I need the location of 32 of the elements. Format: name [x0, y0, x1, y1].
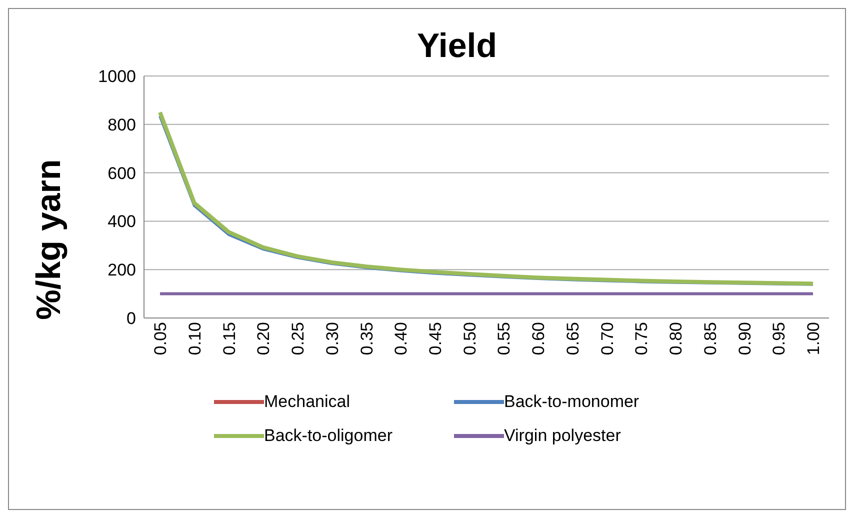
- x-tick-label: 0.95: [770, 322, 789, 356]
- x-tick-label: 0.35: [357, 322, 376, 356]
- x-tick-label: 0.55: [494, 322, 514, 356]
- y-tick-label: 400: [108, 212, 136, 232]
- x-tick-label: 0.65: [563, 322, 582, 356]
- x-tick-label: 0.25: [288, 322, 308, 356]
- y-tick-label: 1000: [98, 67, 136, 86]
- y-tick-label: 600: [108, 164, 136, 183]
- legend-label: Virgin polyester: [504, 426, 621, 446]
- y-tick-label: 0: [126, 309, 136, 328]
- x-tick-label: 1.00: [804, 322, 824, 356]
- x-tick-label: 0.90: [735, 322, 754, 356]
- legend-label: Back-to-monomer: [504, 392, 640, 412]
- x-tick-label: 0.80: [666, 322, 686, 356]
- x-tick-label: 0.15: [220, 322, 239, 356]
- x-tick-label: 0.05: [151, 322, 170, 356]
- x-tick-label: 0.20: [254, 322, 274, 356]
- x-tick-label: 0.40: [392, 322, 411, 356]
- x-tick-label: 0.60: [529, 322, 548, 356]
- x-tick-label: 0.10: [185, 322, 204, 356]
- y-tick-label: 200: [108, 260, 136, 280]
- x-tick-label: 0.85: [700, 322, 720, 356]
- x-tick-label: 0.50: [460, 322, 480, 356]
- legend-label: Mechanical: [264, 392, 350, 412]
- y-tick-label: 800: [108, 115, 136, 134]
- x-tick-label: 0.45: [426, 322, 446, 356]
- x-tick-label: 0.70: [598, 322, 617, 356]
- y-axis-title: %/kg yarn: [30, 158, 68, 320]
- x-tick-label: 0.75: [632, 322, 652, 356]
- chart-title: Yield: [416, 27, 498, 66]
- x-tick-label: 0.30: [322, 322, 342, 356]
- legend-label: Back-to-oligomer: [264, 426, 392, 446]
